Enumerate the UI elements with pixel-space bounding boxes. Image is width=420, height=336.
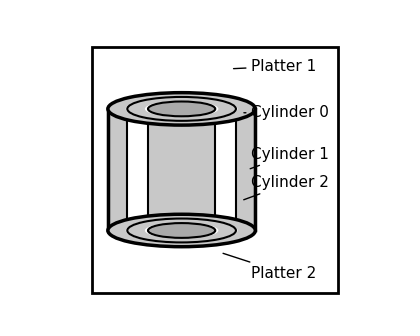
Text: Platter 2: Platter 2 <box>223 253 317 281</box>
Ellipse shape <box>108 93 255 125</box>
Ellipse shape <box>145 222 218 239</box>
Ellipse shape <box>148 101 215 116</box>
Ellipse shape <box>126 96 237 122</box>
Text: Cylinder 0: Cylinder 0 <box>244 105 329 120</box>
Bar <box>127 109 236 230</box>
Ellipse shape <box>148 223 215 238</box>
Text: Cylinder 2: Cylinder 2 <box>244 175 329 200</box>
Ellipse shape <box>126 218 237 243</box>
Bar <box>148 109 215 230</box>
Bar <box>108 109 255 230</box>
Ellipse shape <box>108 214 255 247</box>
Ellipse shape <box>127 97 236 121</box>
Text: Cylinder 1: Cylinder 1 <box>250 146 329 169</box>
Text: Platter 1: Platter 1 <box>234 59 317 74</box>
Ellipse shape <box>127 218 236 243</box>
Ellipse shape <box>145 101 218 117</box>
